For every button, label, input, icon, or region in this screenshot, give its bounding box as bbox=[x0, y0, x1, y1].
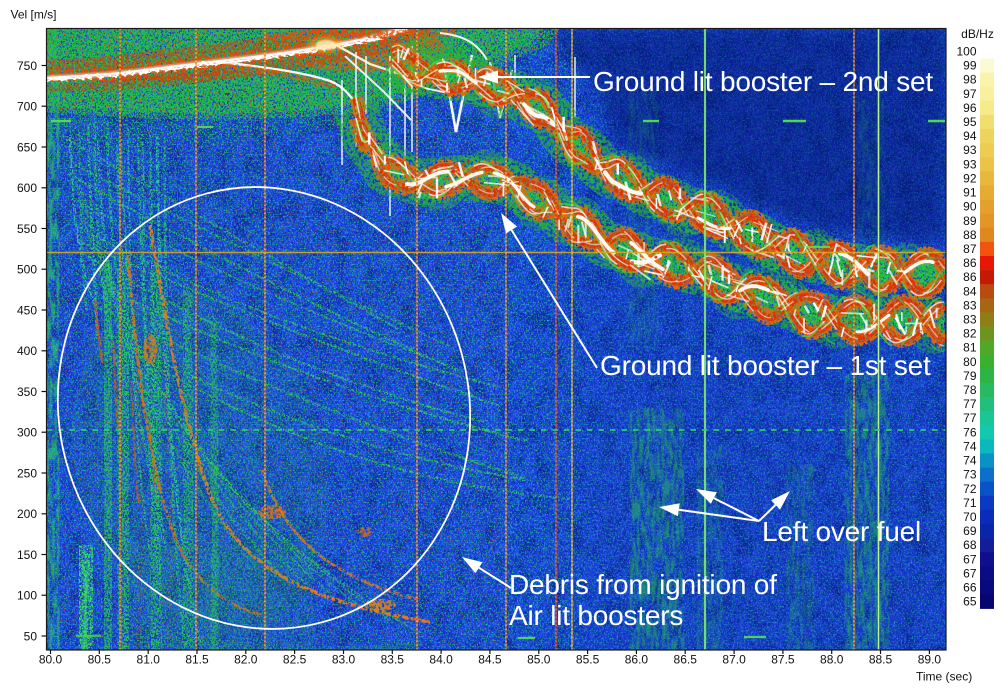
svg-text:89.0: 89.0 bbox=[918, 653, 942, 667]
svg-text:550: 550 bbox=[17, 222, 37, 236]
svg-text:70: 70 bbox=[963, 510, 977, 524]
svg-text:83.5: 83.5 bbox=[381, 653, 405, 667]
svg-text:100: 100 bbox=[17, 589, 37, 603]
svg-text:87: 87 bbox=[963, 242, 977, 256]
svg-text:81.0: 81.0 bbox=[137, 653, 161, 667]
svg-text:150: 150 bbox=[17, 548, 37, 562]
svg-text:92: 92 bbox=[963, 171, 977, 185]
svg-text:99: 99 bbox=[963, 59, 977, 73]
svg-text:Ground lit booster – 2nd set: Ground lit booster – 2nd set bbox=[593, 66, 933, 97]
svg-text:Ground lit booster – 1st set: Ground lit booster – 1st set bbox=[600, 350, 931, 381]
svg-text:80.5: 80.5 bbox=[88, 653, 112, 667]
svg-text:200: 200 bbox=[17, 507, 37, 521]
svg-text:74: 74 bbox=[963, 454, 977, 468]
svg-text:79: 79 bbox=[963, 369, 977, 383]
svg-text:93: 93 bbox=[963, 157, 977, 171]
svg-text:77: 77 bbox=[963, 411, 977, 425]
svg-text:84.5: 84.5 bbox=[478, 653, 502, 667]
svg-text:65: 65 bbox=[963, 595, 977, 609]
svg-text:Debris from ignition of: Debris from ignition of bbox=[509, 569, 777, 600]
svg-text:86.0: 86.0 bbox=[625, 653, 649, 667]
svg-text:500: 500 bbox=[17, 263, 37, 277]
svg-text:450: 450 bbox=[17, 303, 37, 317]
svg-text:83.0: 83.0 bbox=[332, 653, 356, 667]
svg-text:91: 91 bbox=[963, 186, 977, 200]
svg-text:96: 96 bbox=[963, 101, 977, 115]
svg-text:73: 73 bbox=[963, 468, 977, 482]
svg-text:71: 71 bbox=[963, 496, 977, 510]
svg-text:86.5: 86.5 bbox=[674, 653, 698, 667]
svg-text:Vel [m/s]: Vel [m/s] bbox=[11, 8, 57, 22]
svg-text:84.0: 84.0 bbox=[429, 653, 453, 667]
svg-text:250: 250 bbox=[17, 466, 37, 480]
svg-text:82: 82 bbox=[963, 327, 977, 341]
svg-text:300: 300 bbox=[17, 426, 37, 440]
svg-text:Time (sec): Time (sec) bbox=[916, 670, 972, 684]
svg-text:83: 83 bbox=[963, 313, 977, 327]
svg-text:650: 650 bbox=[17, 140, 37, 154]
svg-text:84: 84 bbox=[963, 284, 977, 298]
svg-text:90: 90 bbox=[963, 200, 977, 214]
svg-text:88.0: 88.0 bbox=[820, 653, 844, 667]
svg-text:66: 66 bbox=[963, 581, 977, 595]
svg-text:78: 78 bbox=[963, 383, 977, 397]
svg-text:80.0: 80.0 bbox=[39, 653, 63, 667]
svg-text:68: 68 bbox=[963, 538, 977, 552]
svg-text:97: 97 bbox=[963, 87, 977, 101]
svg-text:87.5: 87.5 bbox=[771, 653, 795, 667]
svg-text:100: 100 bbox=[956, 45, 976, 59]
svg-text:85.0: 85.0 bbox=[527, 653, 551, 667]
svg-text:89: 89 bbox=[963, 214, 977, 228]
svg-text:77: 77 bbox=[963, 397, 977, 411]
svg-text:67: 67 bbox=[963, 552, 977, 566]
svg-text:88.5: 88.5 bbox=[869, 653, 893, 667]
svg-text:72: 72 bbox=[963, 482, 977, 496]
svg-text:94: 94 bbox=[963, 129, 977, 143]
svg-text:350: 350 bbox=[17, 385, 37, 399]
svg-text:98: 98 bbox=[963, 73, 977, 87]
svg-text:82.5: 82.5 bbox=[283, 653, 307, 667]
svg-text:Air lit boosters: Air lit boosters bbox=[509, 600, 683, 631]
svg-text:88: 88 bbox=[963, 228, 977, 242]
svg-text:86: 86 bbox=[963, 270, 977, 284]
svg-text:50: 50 bbox=[24, 629, 38, 643]
svg-text:Left over fuel: Left over fuel bbox=[762, 516, 921, 547]
svg-text:83: 83 bbox=[963, 298, 977, 312]
svg-text:700: 700 bbox=[17, 100, 37, 114]
svg-text:95: 95 bbox=[963, 115, 977, 129]
svg-text:600: 600 bbox=[17, 181, 37, 195]
svg-text:85.5: 85.5 bbox=[576, 653, 600, 667]
svg-text:80: 80 bbox=[963, 355, 977, 369]
svg-text:81.5: 81.5 bbox=[185, 653, 209, 667]
svg-text:81: 81 bbox=[963, 341, 977, 355]
svg-text:750: 750 bbox=[17, 59, 37, 73]
svg-text:93: 93 bbox=[963, 143, 977, 157]
svg-text:400: 400 bbox=[17, 344, 37, 358]
svg-text:69: 69 bbox=[963, 524, 977, 538]
svg-text:76: 76 bbox=[963, 425, 977, 439]
svg-text:74: 74 bbox=[963, 439, 977, 453]
svg-text:82.0: 82.0 bbox=[234, 653, 258, 667]
svg-text:86: 86 bbox=[963, 256, 977, 270]
svg-text:dB/Hz: dB/Hz bbox=[961, 27, 994, 41]
svg-text:87.0: 87.0 bbox=[722, 653, 746, 667]
svg-text:67: 67 bbox=[963, 566, 977, 580]
